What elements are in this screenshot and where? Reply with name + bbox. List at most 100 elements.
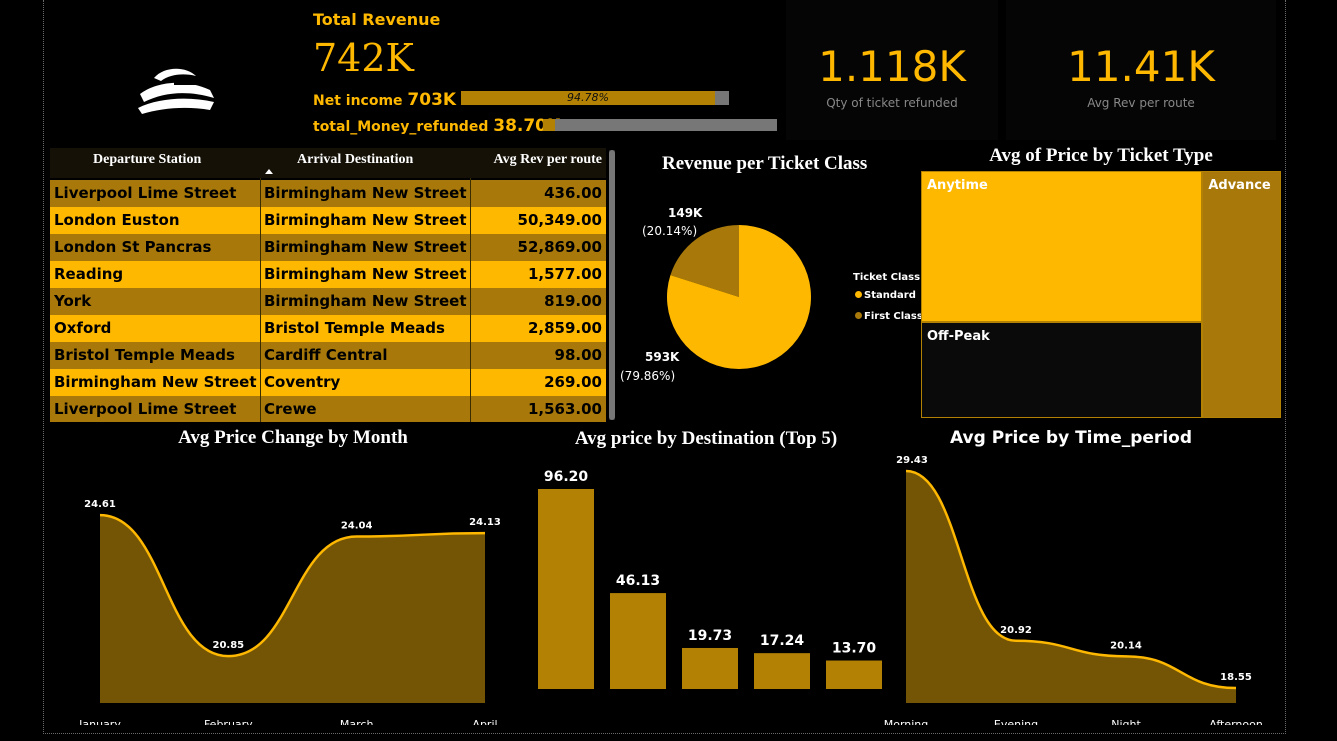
bar — [682, 647, 738, 689]
total-revenue-value: 742K — [313, 36, 414, 80]
cell-avg-rev: 2,859.00 — [527, 319, 602, 337]
cell-avg-rev: 50,349.00 — [517, 211, 602, 229]
net-income-progress-fill — [461, 91, 715, 105]
cell-departure: Bristol Temple Meads — [54, 346, 235, 364]
table-row[interactable]: Oxford Bristol Temple Meads 2,859.00 — [50, 315, 606, 342]
legend-dot-icon — [855, 312, 862, 319]
area-line — [99, 513, 486, 658]
cell-arrival: Bristol Temple Meads — [264, 319, 445, 337]
cell-avg-rev: 98.00 — [554, 346, 602, 364]
header-avg-rev[interactable]: Avg Rev per route — [493, 152, 602, 167]
table-row[interactable]: Bristol Temple Meads Cardiff Central 98.00 — [50, 342, 606, 369]
cell-avg-rev: 819.00 — [544, 292, 602, 310]
table-row[interactable]: Liverpool Lime Street Birmingham New Stre… — [50, 180, 606, 207]
pie-label-first-class-value: 149K — [668, 206, 703, 220]
cell-arrival: Birmingham New Street — [264, 292, 467, 310]
x-tick-label: Afternoon — [1209, 718, 1263, 725]
column-divider — [260, 178, 261, 422]
total-revenue-label: Total Revenue — [313, 10, 441, 29]
cell-arrival: Crewe — [264, 400, 317, 418]
avg-rev-route-label: Avg Rev per route — [1087, 96, 1195, 110]
table-row[interactable]: London St Pancras Birmingham New Street 52… — [50, 234, 606, 261]
table-header: Departure Station Arrival Destination Av… — [50, 148, 606, 178]
bar-value-label: 19.73 — [688, 628, 732, 644]
cell-departure: Oxford — [54, 319, 112, 337]
cell-departure: Reading — [54, 265, 124, 283]
cell-arrival: Birmingham New Street — [264, 211, 467, 229]
cell-arrival: Coventry — [264, 373, 341, 391]
area-fill — [100, 515, 485, 703]
legend-item[interactable]: First Class — [855, 311, 923, 322]
legend-item[interactable]: Standard — [855, 290, 916, 301]
sort-ascending-icon[interactable] — [265, 169, 273, 174]
header-arrival[interactable]: Arrival Destination — [297, 152, 414, 167]
kpi-panel-avg-rev — [1006, 0, 1276, 140]
pie-chart-title: Revenue per Ticket Class — [662, 153, 868, 174]
data-label: 20.85 — [213, 640, 245, 651]
header-departure[interactable]: Departure Station — [93, 152, 202, 167]
dashboard-frame — [43, 0, 1286, 734]
refund-progress-fill — [543, 119, 556, 131]
cell-departure: Birmingham New Street — [54, 373, 257, 391]
bar — [826, 660, 882, 689]
cell-departure: London St Pancras — [54, 238, 212, 256]
table-scrollbar[interactable] — [609, 150, 615, 420]
routes-table: Departure Station Arrival Destination Av… — [50, 148, 606, 422]
cell-departure: Liverpool Lime Street — [54, 400, 237, 418]
table-row[interactable]: London Euston Birmingham New Street 50,349… — [50, 207, 606, 234]
data-label: 24.13 — [469, 517, 501, 528]
legend-dot-icon — [855, 291, 862, 298]
pie-slice-first-class — [670, 225, 739, 297]
treemap-title: Avg of Price by Ticket Type — [989, 145, 1213, 166]
treemap-tile-advance[interactable]: Advance — [1202, 171, 1281, 418]
net-income-progress-bar: 94.78% — [461, 91, 729, 105]
legend-label: First Class — [864, 311, 923, 322]
data-label: 24.04 — [341, 521, 373, 532]
cell-arrival: Cardiff Central — [264, 346, 388, 364]
kpi-panel-refunded — [786, 0, 998, 140]
pie-label-standard-pct: (79.86%) — [620, 369, 675, 383]
treemap-tile-label: Advance — [1208, 178, 1271, 193]
treemap-tile-label: Off-Peak — [927, 329, 990, 345]
legend-label: Standard — [864, 290, 916, 301]
table-scroll-thumb[interactable] — [609, 150, 615, 420]
table-row[interactable]: Birmingham New Street Coventry 269.00 — [50, 369, 606, 396]
treemap-tile-off-peak[interactable]: Off-Peak — [921, 322, 1203, 418]
area-line — [905, 469, 1237, 690]
refund-label-text: total_Money_refunded — [313, 119, 489, 135]
treemap: Anytime Off-Peak Advance — [921, 171, 1281, 418]
net-income-label: Net income 703K — [313, 90, 456, 110]
avg-rev-route-value: 11.41K — [1067, 42, 1215, 91]
treemap-tile-anytime[interactable]: Anytime — [921, 171, 1203, 323]
refunded-qty-label: Qty of ticket refunded — [826, 96, 958, 110]
x-tick-label: Morning — [884, 718, 929, 725]
cell-avg-rev: 269.00 — [544, 373, 602, 391]
cell-avg-rev: 436.00 — [544, 184, 602, 202]
x-tick-label: Night — [1111, 718, 1141, 725]
cell-arrival: Birmingham New Street — [264, 184, 467, 202]
cell-avg-rev: 1,577.00 — [527, 265, 602, 283]
bar-value-label: 17.24 — [760, 633, 805, 649]
bar-value-label: 46.13 — [616, 573, 660, 589]
time-period-chart-title: Avg Price by Time_period — [949, 428, 1192, 448]
cell-avg-rev: 1,563.00 — [527, 400, 602, 418]
bar — [538, 489, 594, 689]
cell-arrival: Birmingham New Street — [264, 238, 467, 256]
month-area-chart: 24.61 January 20.85 February 24.04 March 24.13… — [78, 499, 501, 725]
table-row[interactable]: Liverpool Lime Street Crewe 1,563.00 — [50, 396, 606, 422]
column-divider — [470, 178, 471, 422]
table-row[interactable]: York Birmingham New Street 819.00 — [50, 288, 606, 315]
data-label: 29.43 — [896, 455, 928, 466]
cell-departure: York — [54, 292, 92, 310]
x-tick-label: March — [340, 718, 374, 725]
cell-departure: Liverpool Lime Street — [54, 184, 237, 202]
x-tick-label: Evening — [994, 718, 1038, 725]
destination-bar-chart: 96.20 46.13 19.73 17.24 13.70 — [538, 469, 882, 689]
cell-departure: London Euston — [54, 211, 180, 229]
train-logo-icon — [138, 68, 214, 114]
pie-label-first-class-pct: (20.14%) — [642, 224, 697, 238]
pie-legend-title: Ticket Class — [853, 272, 921, 283]
bar-value-label: 13.70 — [832, 641, 877, 657]
table-row[interactable]: Reading Birmingham New Street 1,577.00 — [50, 261, 606, 288]
month-chart-title: Avg Price Change by Month — [178, 427, 408, 448]
